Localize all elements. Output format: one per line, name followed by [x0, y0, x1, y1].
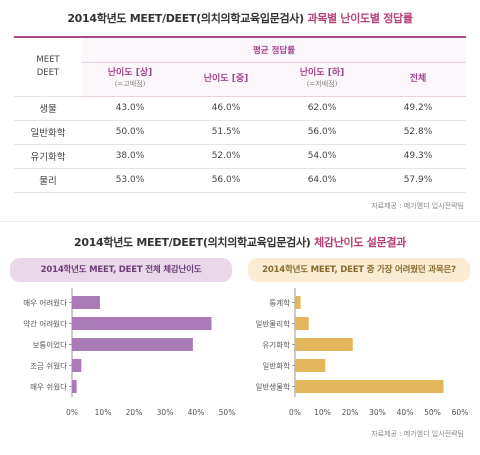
bar — [72, 359, 82, 372]
right-chart-title: 2014학년도 MEET, DEET 중 가장 어려웠던 과목은? — [248, 258, 470, 282]
cell-value: 49.3% — [370, 144, 466, 169]
cell-value: 51.5% — [178, 120, 274, 145]
category-label: 통계학 — [269, 298, 290, 308]
bar — [295, 380, 444, 393]
source-note: 자료제공 : 메가엠디 입시전략팀 — [371, 430, 464, 438]
bar — [295, 338, 353, 351]
bar — [295, 296, 301, 309]
x-tick-label: 0% — [289, 408, 301, 417]
x-tick-label: 10% — [314, 408, 331, 417]
table-row: 일반화학 50.0% 51.5% 56.0% 52.8% — [14, 120, 466, 145]
cell-value: 56.0% — [178, 168, 274, 193]
cell-value: 52.8% — [370, 120, 466, 145]
bar — [72, 296, 100, 309]
corner-line-2: DEET — [36, 67, 60, 78]
col-label: 난이도 [하] — [299, 68, 345, 78]
col-label: 난이도 [상] — [107, 68, 153, 78]
cell-value: 43.0% — [82, 96, 178, 121]
category-label: 보통이었다 — [33, 340, 68, 350]
col-header-low: 난이도 [하] (=저배점) — [274, 62, 370, 97]
bar — [72, 380, 77, 393]
bar — [72, 338, 193, 351]
col-label: 전체 — [409, 73, 427, 84]
col-header-total: 전체 — [370, 62, 466, 97]
survey-title: 2014학년도 MEET/DEET(의치의학교육입문검사) 체감난이도 설문결과 — [0, 234, 480, 250]
cell-value: 38.0% — [82, 144, 178, 169]
x-tick-label: 50% — [424, 408, 441, 417]
row-subject: 생물 — [14, 96, 82, 121]
category-label: 약간 어려웠다 — [23, 319, 67, 329]
cell-value: 57.9% — [370, 168, 466, 193]
col-header-mid: 난이도 [중] — [178, 62, 274, 97]
x-tick-label: 0% — [66, 408, 78, 417]
table-title-main: 2014학년도 MEET/DEET(의치의학교육입문검사) — [67, 12, 304, 25]
x-tick-label: 40% — [188, 408, 205, 417]
survey-title-main: 2014학년도 MEET/DEET(의치의학교육입문검사) — [74, 236, 311, 249]
corner-line-1: MEET — [36, 54, 60, 65]
category-label: 일반화학 — [262, 361, 290, 371]
left-chart-title: 2014학년도 MEET, DEET 전체 체감난이도 — [10, 258, 232, 282]
col-label: 난이도 [중] — [203, 73, 249, 84]
survey-title-accent: 체감난이도 설문결과 — [314, 236, 406, 249]
x-tick-label: 20% — [126, 408, 143, 417]
col-sub: (=고배점) — [114, 80, 146, 88]
table-title: 2014학년도 MEET/DEET(의치의학교육입문검사) 과목별 난이도별 정… — [0, 10, 480, 26]
table-row: 유기화학 38.0% 52.0% 54.0% 49.3% — [14, 144, 466, 169]
x-tick-label: 60% — [452, 408, 469, 417]
col-header-high: 난이도 [상] (=고배점) — [82, 62, 178, 97]
cell-value: 52.0% — [178, 144, 274, 169]
table-row: 생물 43.0% 46.0% 62.0% 49.2% — [14, 96, 466, 121]
bar — [72, 317, 212, 330]
category-label: 일반생물학 — [256, 382, 291, 392]
category-label: 조금 쉬웠다 — [30, 361, 67, 371]
cell-value: 50.0% — [82, 120, 178, 145]
cell-value: 62.0% — [274, 96, 370, 121]
category-label: 유기화학 — [262, 340, 290, 350]
row-subject: 일반화학 — [14, 120, 82, 145]
category-label: 일반물리학 — [256, 319, 291, 329]
source-note: 자료제공 : 메가엠디 입시전략팀 — [371, 202, 464, 210]
x-tick-label: 10% — [95, 408, 112, 417]
x-tick-label: 30% — [157, 408, 174, 417]
col-sub: (=저배점) — [306, 80, 338, 88]
cell-value: 56.0% — [274, 120, 370, 145]
cell-value: 46.0% — [178, 96, 274, 121]
score-table: MEET DEET 평균 정답률 난이도 [상] (=고배점) 난이도 [중] … — [14, 38, 466, 193]
row-subject: 유기화학 — [14, 144, 82, 169]
section-divider — [0, 221, 480, 222]
cell-value: 54.0% — [274, 144, 370, 169]
row-subject: 물리 — [14, 168, 82, 193]
table-row: 물리 53.0% 56.0% 64.0% 57.9% — [14, 168, 466, 193]
x-tick-label: 50% — [219, 408, 236, 417]
cell-value: 53.0% — [82, 168, 178, 193]
title-rule — [14, 36, 466, 38]
x-tick-label: 30% — [369, 408, 386, 417]
cell-value: 64.0% — [274, 168, 370, 193]
category-label: 매우 쉬웠다 — [30, 382, 67, 392]
bar — [295, 317, 309, 330]
x-tick-label: 40% — [397, 408, 414, 417]
cell-value: 49.2% — [370, 96, 466, 121]
corner-header: MEET DEET — [14, 38, 82, 97]
category-label: 매우 어려웠다 — [23, 298, 67, 308]
x-tick-label: 20% — [342, 408, 359, 417]
group-header: 평균 정답률 — [82, 38, 466, 63]
bar — [295, 359, 326, 372]
table-title-accent: 과목별 난이도별 정답률 — [307, 12, 413, 25]
